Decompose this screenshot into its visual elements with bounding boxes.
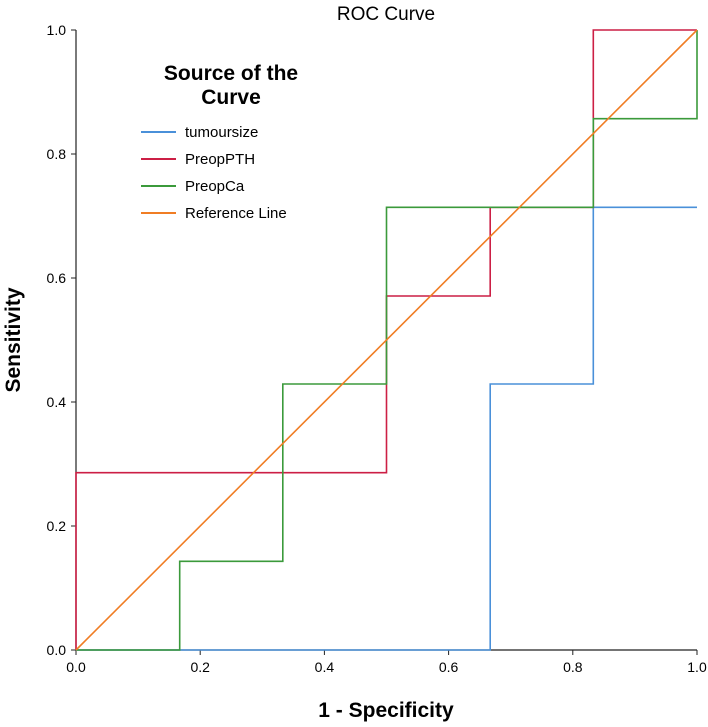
legend-title-line-1: Source of the: [164, 62, 298, 85]
y-ticks: 0.0 0.2 0.4 0.6 0.8 1.0: [47, 22, 76, 658]
y-tick-label: 0.6: [47, 270, 67, 286]
x-tick-label: 0.4: [315, 659, 335, 675]
legend-title-line-2: Curve: [201, 86, 261, 109]
x-axis-label: 1 - Specificity: [318, 699, 454, 722]
x-tick-label: 0.2: [190, 659, 210, 675]
y-tick-label: 0.4: [47, 394, 67, 410]
x-tick-label: 1.0: [687, 659, 707, 675]
x-tick-label: 0.8: [563, 659, 583, 675]
y-tick-label: 0.8: [47, 146, 67, 162]
series-line-preoppth: [75, 29, 697, 650]
series-line-tumoursize: [76, 206, 697, 651]
legend-items: tumoursize PreopPTH PreopCa Reference Line: [141, 124, 287, 222]
y-axis-label: Sensitivity: [2, 287, 25, 392]
chart-title: ROC Curve: [337, 4, 435, 25]
x-ticks: 0.0 0.2 0.4 0.6 0.8 1.0: [66, 650, 707, 675]
legend-label-reference-line: Reference Line: [185, 205, 287, 222]
y-tick-label: 0.2: [47, 518, 67, 534]
y-tick-label: 0.0: [47, 642, 67, 658]
legend: Source of the Curve tumoursize PreopPTH Pr…: [141, 62, 298, 222]
legend-label-preopca: PreopCa: [185, 178, 245, 195]
legend-label-tumoursize: tumoursize: [185, 124, 258, 141]
x-tick-label: 0.6: [439, 659, 459, 675]
series-line-reference-line: [75, 29, 698, 651]
legend-label-preoppth: PreopPTH: [185, 151, 255, 168]
x-tick-label: 0.0: [66, 659, 86, 675]
series-line-preopca: [76, 30, 698, 651]
series-layer: [75, 29, 698, 651]
y-tick-label: 1.0: [47, 22, 67, 38]
